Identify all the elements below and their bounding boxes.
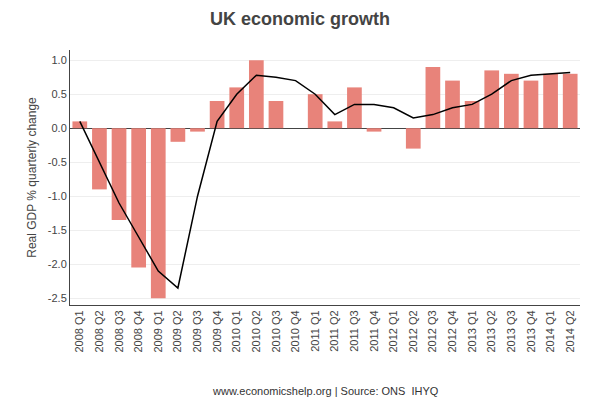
svg-text:2012 Q2: 2012 Q2: [407, 310, 419, 352]
svg-text:2012 Q3: 2012 Q3: [426, 310, 438, 352]
svg-text:2011 Q4: 2011 Q4: [368, 310, 380, 351]
svg-text:-0.5: -0.5: [48, 156, 67, 168]
svg-text:2008 Q2: 2008 Q2: [93, 310, 105, 352]
svg-text:www.economicshelp.org | Source: www.economicshelp.org | Source: ONS IHYQ: [212, 385, 439, 397]
svg-text:UK economic growth: UK economic growth: [210, 9, 390, 29]
svg-text:0.0: 0.0: [52, 122, 67, 134]
svg-text:2010 Q1: 2010 Q1: [230, 310, 242, 352]
svg-text:2008 Q3: 2008 Q3: [113, 310, 125, 352]
svg-text:2014 Q1: 2014 Q1: [544, 310, 556, 352]
svg-text:1.0: 1.0: [52, 54, 67, 66]
svg-text:Real GDP % quarterly change: Real GDP % quarterly change: [25, 97, 39, 258]
svg-text:2011 Q1: 2011 Q1: [309, 310, 321, 351]
svg-text:2009 Q3: 2009 Q3: [191, 310, 203, 352]
svg-text:2009 Q1: 2009 Q1: [152, 310, 164, 352]
svg-text:2013 Q3: 2013 Q3: [505, 310, 517, 352]
svg-text:2011 Q2: 2011 Q2: [328, 310, 340, 351]
svg-text:2012 Q4: 2012 Q4: [446, 310, 458, 352]
svg-text:2014 Q2: 2014 Q2: [564, 310, 576, 352]
svg-text:2013 Q1: 2013 Q1: [466, 310, 478, 352]
svg-text:2009 Q2: 2009 Q2: [171, 310, 183, 352]
svg-text:-2.5: -2.5: [48, 292, 67, 304]
svg-text:-1.0: -1.0: [48, 190, 67, 202]
svg-text:2013 Q4: 2013 Q4: [525, 310, 537, 352]
svg-text:2010 Q2: 2010 Q2: [250, 310, 262, 352]
svg-text:-2.0: -2.0: [48, 258, 67, 270]
svg-text:2008 Q1: 2008 Q1: [73, 310, 85, 352]
svg-text:2011 Q3: 2011 Q3: [348, 310, 360, 351]
svg-text:0.5: 0.5: [52, 88, 67, 100]
svg-text:2013 Q2: 2013 Q2: [485, 310, 497, 352]
svg-text:2012 Q1: 2012 Q1: [387, 310, 399, 352]
svg-text:2010 Q4: 2010 Q4: [289, 310, 301, 352]
svg-text:2010 Q3: 2010 Q3: [270, 310, 282, 352]
svg-text:2008 Q4: 2008 Q4: [132, 310, 144, 352]
svg-text:-1.5: -1.5: [48, 224, 67, 236]
svg-text:2009 Q4: 2009 Q4: [211, 310, 223, 352]
